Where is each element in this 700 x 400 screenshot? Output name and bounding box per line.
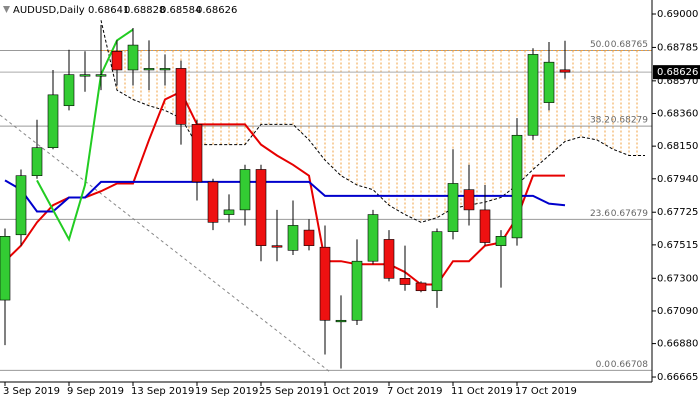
candle-body xyxy=(127,44,139,71)
candle-body xyxy=(31,147,43,176)
indicator-line xyxy=(4,90,565,286)
y-tick-label: 0.68570 xyxy=(657,76,698,87)
fib-price: 0.67679 xyxy=(611,209,648,219)
y-tick-label: 0.66665 xyxy=(657,372,698,383)
fib-ratio: 50.0 xyxy=(590,40,610,50)
candle-body xyxy=(351,260,363,321)
candle-body xyxy=(0,236,11,301)
candle-body xyxy=(239,169,251,211)
candle-body xyxy=(543,61,555,103)
candle-body xyxy=(559,69,571,73)
x-tick-label: 7 Oct 2019 xyxy=(387,386,442,397)
y-tick-label: 0.68360 xyxy=(657,108,698,119)
candle-body xyxy=(175,68,187,125)
symbol: AUDUSD,Daily xyxy=(13,5,85,16)
y-tick-label: 0.67940 xyxy=(657,174,698,185)
current-price-box xyxy=(653,65,700,80)
y-tick-label: 0.67090 xyxy=(657,306,698,317)
y-tick-label: 0.67300 xyxy=(657,273,698,284)
candle-body xyxy=(191,124,203,183)
candle-body xyxy=(287,225,299,251)
y-tick-label: 0.67515 xyxy=(657,240,698,251)
x-tick-label: 1 Oct 2019 xyxy=(323,386,378,397)
candle-body xyxy=(399,277,411,285)
header-low: 0.68584 xyxy=(160,5,201,16)
header-high: 0.68828 xyxy=(124,5,165,16)
candle-body xyxy=(159,68,171,71)
x-tick-label: 25 Sep 2019 xyxy=(259,386,322,397)
candle-body xyxy=(255,169,267,246)
y-tick-label: 0.68785 xyxy=(657,42,698,53)
candle-body xyxy=(223,209,235,215)
y-tick-label: 0.66880 xyxy=(657,339,698,350)
x-tick-label: 3 Sep 2019 xyxy=(3,386,60,397)
fib-price: 0.68279 xyxy=(611,116,648,126)
x-tick-label: 11 Oct 2019 xyxy=(451,386,513,397)
header-close: 0.68626 xyxy=(196,5,237,16)
candle-body xyxy=(447,183,459,232)
x-tick-label: 19 Sep 2019 xyxy=(195,386,258,397)
y-tick-label: 0.67725 xyxy=(657,207,698,218)
fib-price: 0.68765 xyxy=(611,40,648,50)
x-tick-label: 9 Sep 2019 xyxy=(67,386,124,397)
trendline xyxy=(0,114,331,373)
candle-body xyxy=(207,181,219,223)
header-open: 0.68641 xyxy=(88,5,129,16)
candle-body xyxy=(415,282,427,292)
candle-body xyxy=(271,245,283,248)
candle-body xyxy=(495,236,507,246)
y-tick-label: 0.69000 xyxy=(657,9,698,20)
candle-body xyxy=(319,246,331,321)
candle-body xyxy=(111,51,123,71)
candle-body xyxy=(143,68,155,71)
fib-ratio: 38.2 xyxy=(590,116,610,126)
fib-ratio: 23.6 xyxy=(590,209,610,219)
candle-body xyxy=(431,231,443,292)
candle-body xyxy=(383,239,395,279)
symbol-icon xyxy=(3,6,10,13)
candle-body xyxy=(463,189,475,211)
x-tick-label: 13 Sep 2019 xyxy=(131,386,194,397)
candle-body xyxy=(63,74,75,107)
candle-body xyxy=(303,229,315,246)
indicator-line xyxy=(100,20,645,223)
candle-body xyxy=(95,74,107,77)
candle-body xyxy=(47,94,59,149)
fib-price: 0.66708 xyxy=(611,360,648,370)
candle-body xyxy=(367,214,379,262)
candle-body xyxy=(79,74,91,77)
candle-body xyxy=(527,54,539,136)
fib-ratio: 0.0 xyxy=(596,360,611,370)
current-price-label: 0.68626 xyxy=(657,67,698,78)
candle-body xyxy=(479,209,491,243)
candle-body xyxy=(511,134,523,239)
candle-body xyxy=(15,175,27,236)
plot xyxy=(0,24,571,369)
candle-body xyxy=(335,319,347,323)
x-tick-label: 17 Oct 2019 xyxy=(515,386,577,397)
y-tick-label: 0.68150 xyxy=(657,141,698,152)
